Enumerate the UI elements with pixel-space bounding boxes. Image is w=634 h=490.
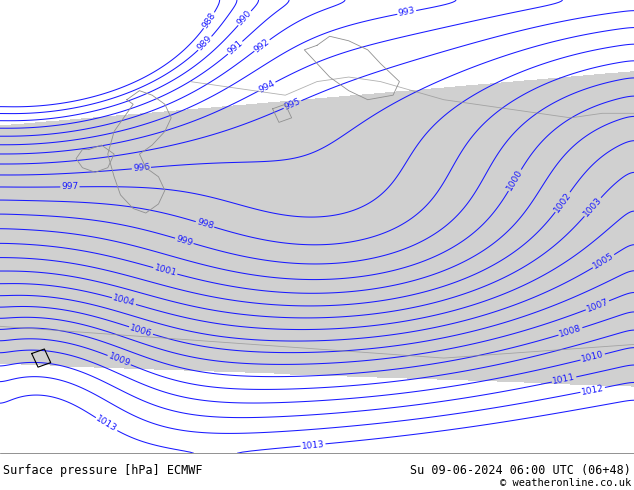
Text: 988: 988 [200, 11, 217, 30]
Text: 990: 990 [236, 9, 254, 27]
Text: 1006: 1006 [129, 323, 153, 338]
Text: 1007: 1007 [585, 297, 610, 314]
Text: Surface pressure [hPa] ECMWF: Surface pressure [hPa] ECMWF [3, 465, 203, 477]
Text: 1004: 1004 [112, 294, 136, 309]
Text: 1009: 1009 [107, 352, 131, 368]
Text: 997: 997 [61, 182, 79, 192]
Text: 989: 989 [196, 34, 214, 53]
Text: 995: 995 [283, 97, 302, 112]
Text: 999: 999 [175, 234, 194, 247]
Text: 1002: 1002 [552, 190, 573, 214]
Text: 1011: 1011 [552, 373, 576, 386]
Text: 991: 991 [226, 39, 245, 57]
Text: 1012: 1012 [581, 383, 605, 396]
Text: 998: 998 [195, 218, 214, 231]
Text: 1013: 1013 [94, 415, 119, 434]
Text: 1000: 1000 [505, 168, 524, 193]
Text: Su 09-06-2024 06:00 UTC (06+48): Su 09-06-2024 06:00 UTC (06+48) [410, 465, 631, 477]
Text: 1001: 1001 [153, 264, 178, 278]
Text: 994: 994 [257, 78, 276, 95]
Text: 992: 992 [252, 37, 271, 54]
Text: 1005: 1005 [592, 251, 616, 271]
Text: 1013: 1013 [301, 440, 325, 451]
Text: 1010: 1010 [581, 350, 605, 364]
Text: 996: 996 [133, 163, 150, 173]
Text: 1003: 1003 [581, 196, 604, 219]
Text: 993: 993 [398, 6, 416, 19]
Text: 1008: 1008 [558, 324, 583, 339]
Text: © weatheronline.co.uk: © weatheronline.co.uk [500, 478, 631, 488]
